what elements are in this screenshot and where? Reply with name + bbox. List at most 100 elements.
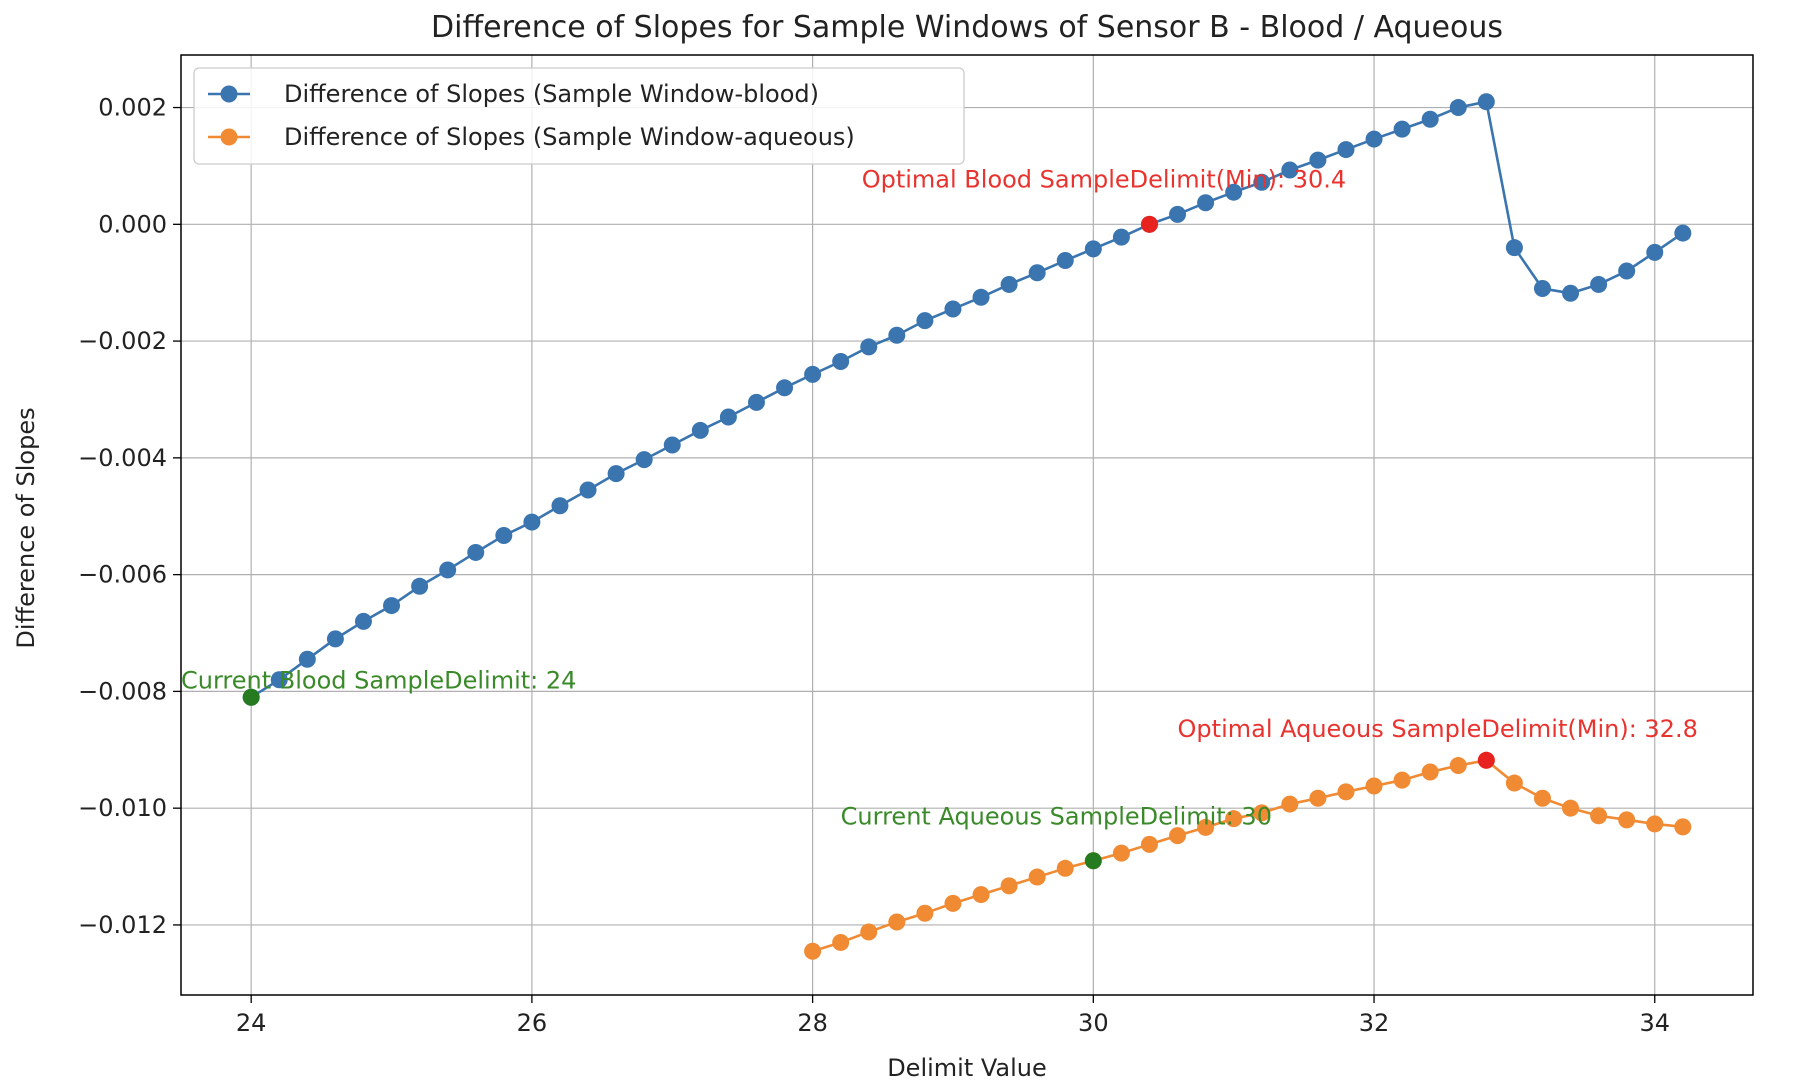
highlight-point	[242, 688, 260, 706]
data-point	[551, 497, 569, 515]
data-point	[1590, 807, 1608, 825]
data-point	[804, 942, 822, 960]
data-point	[1449, 99, 1467, 117]
data-point	[944, 894, 962, 912]
data-point	[1084, 240, 1102, 258]
plot-frame	[180, 54, 1754, 996]
data-point	[326, 630, 344, 648]
data-point	[1056, 859, 1074, 877]
data-point	[916, 904, 934, 922]
chart-title: Difference of Slopes for Sample Windows …	[431, 10, 1503, 45]
data-point	[298, 650, 316, 668]
data-point	[439, 561, 457, 579]
data-point	[1590, 275, 1608, 293]
y-tick-label: 0.002	[98, 94, 167, 122]
data-point	[1028, 264, 1046, 282]
x-tick-label: 30	[1078, 1009, 1109, 1037]
data-point	[1197, 194, 1215, 212]
data-point	[832, 933, 850, 951]
data-point	[663, 436, 681, 454]
data-point	[804, 365, 822, 383]
data-point	[1618, 262, 1636, 280]
annotation-layer: Optimal Blood SampleDelimit(Min): 30.4 Op…	[181, 166, 1698, 831]
x-tick-label: 28	[797, 1009, 828, 1037]
x-tick-label: 26	[517, 1009, 548, 1037]
data-point	[1477, 93, 1495, 111]
data-point	[860, 923, 878, 941]
data-point	[776, 379, 794, 397]
x-tick-label: 34	[1639, 1009, 1670, 1037]
data-point	[1646, 243, 1664, 261]
data-point	[1393, 120, 1411, 138]
data-point	[1365, 130, 1383, 148]
annotation-text: Current Blood SampleDelimit: 24	[181, 666, 576, 694]
data-point	[1169, 827, 1187, 845]
data-point	[1000, 877, 1018, 895]
y-axis-ticks: 0.002 0.000 −0.002 −0.004 −0.006 −0.008 −0.010…	[78, 94, 181, 939]
data-point	[1140, 835, 1158, 853]
data-point	[1674, 818, 1692, 836]
legend-marker	[220, 85, 238, 103]
data-point	[1674, 224, 1692, 242]
data-point	[1365, 777, 1383, 795]
highlight-point	[1084, 852, 1102, 870]
data-point	[1000, 275, 1018, 293]
data-point	[832, 353, 850, 371]
legend-marker	[220, 128, 238, 146]
data-point	[579, 481, 597, 499]
data-point	[888, 326, 906, 344]
legend: Difference of Slopes (Sample Window-bloo…	[193, 67, 965, 165]
y-tick-label: 0.000	[98, 210, 167, 238]
x-axis-label: Delimit Value	[887, 1054, 1047, 1082]
data-point	[1225, 810, 1243, 828]
data-point	[1253, 804, 1271, 822]
legend-entry: Difference of Slopes (Sample Window-bloo…	[284, 80, 819, 108]
data-point	[1421, 763, 1439, 781]
highlight-point	[1477, 751, 1495, 769]
data-point	[1505, 239, 1523, 257]
data-point	[635, 451, 653, 469]
data-point	[1112, 228, 1130, 246]
data-point	[1646, 815, 1664, 833]
legend-box	[193, 67, 965, 165]
annotation-text: Current Aqueous SampleDelimit: 30	[841, 803, 1272, 831]
series-line	[812, 758, 1683, 953]
data-point	[1112, 844, 1130, 862]
annotation-text: Optimal Blood SampleDelimit(Min): 30.4	[862, 166, 1346, 194]
data-point	[1562, 799, 1580, 817]
data-point	[523, 513, 541, 531]
data-point	[860, 338, 878, 356]
data-point	[944, 300, 962, 318]
data-point	[1533, 789, 1551, 807]
legend-entry: Difference of Slopes (Sample Window-aque…	[284, 123, 855, 151]
data-point	[1505, 774, 1523, 792]
y-tick-label: −0.012	[78, 911, 167, 939]
data-point	[1337, 783, 1355, 801]
data-point	[1562, 284, 1580, 302]
y-tick-label: −0.010	[78, 794, 167, 822]
series-1	[804, 751, 1692, 960]
x-axis-ticks: 24 26 28 30 32 34	[236, 995, 1670, 1037]
data-point	[1533, 280, 1551, 298]
data-point	[354, 612, 372, 630]
data-point	[1618, 811, 1636, 829]
y-tick-label: −0.006	[78, 561, 167, 589]
data-point	[888, 913, 906, 931]
data-point	[1281, 795, 1299, 813]
y-axis-label: Difference of Slopes	[12, 407, 40, 648]
data-point	[607, 465, 625, 483]
data-point	[1421, 110, 1439, 128]
data-point	[270, 671, 288, 689]
highlight-layer	[242, 215, 1495, 870]
data-point	[747, 393, 765, 411]
data-point	[411, 577, 429, 595]
data-point	[1169, 205, 1187, 223]
data-point	[691, 421, 709, 439]
data-point	[916, 312, 934, 330]
data-point	[1449, 757, 1467, 775]
data-point	[495, 527, 513, 545]
data-point	[1337, 141, 1355, 159]
data-point	[1309, 789, 1327, 807]
data-point	[1028, 868, 1046, 886]
